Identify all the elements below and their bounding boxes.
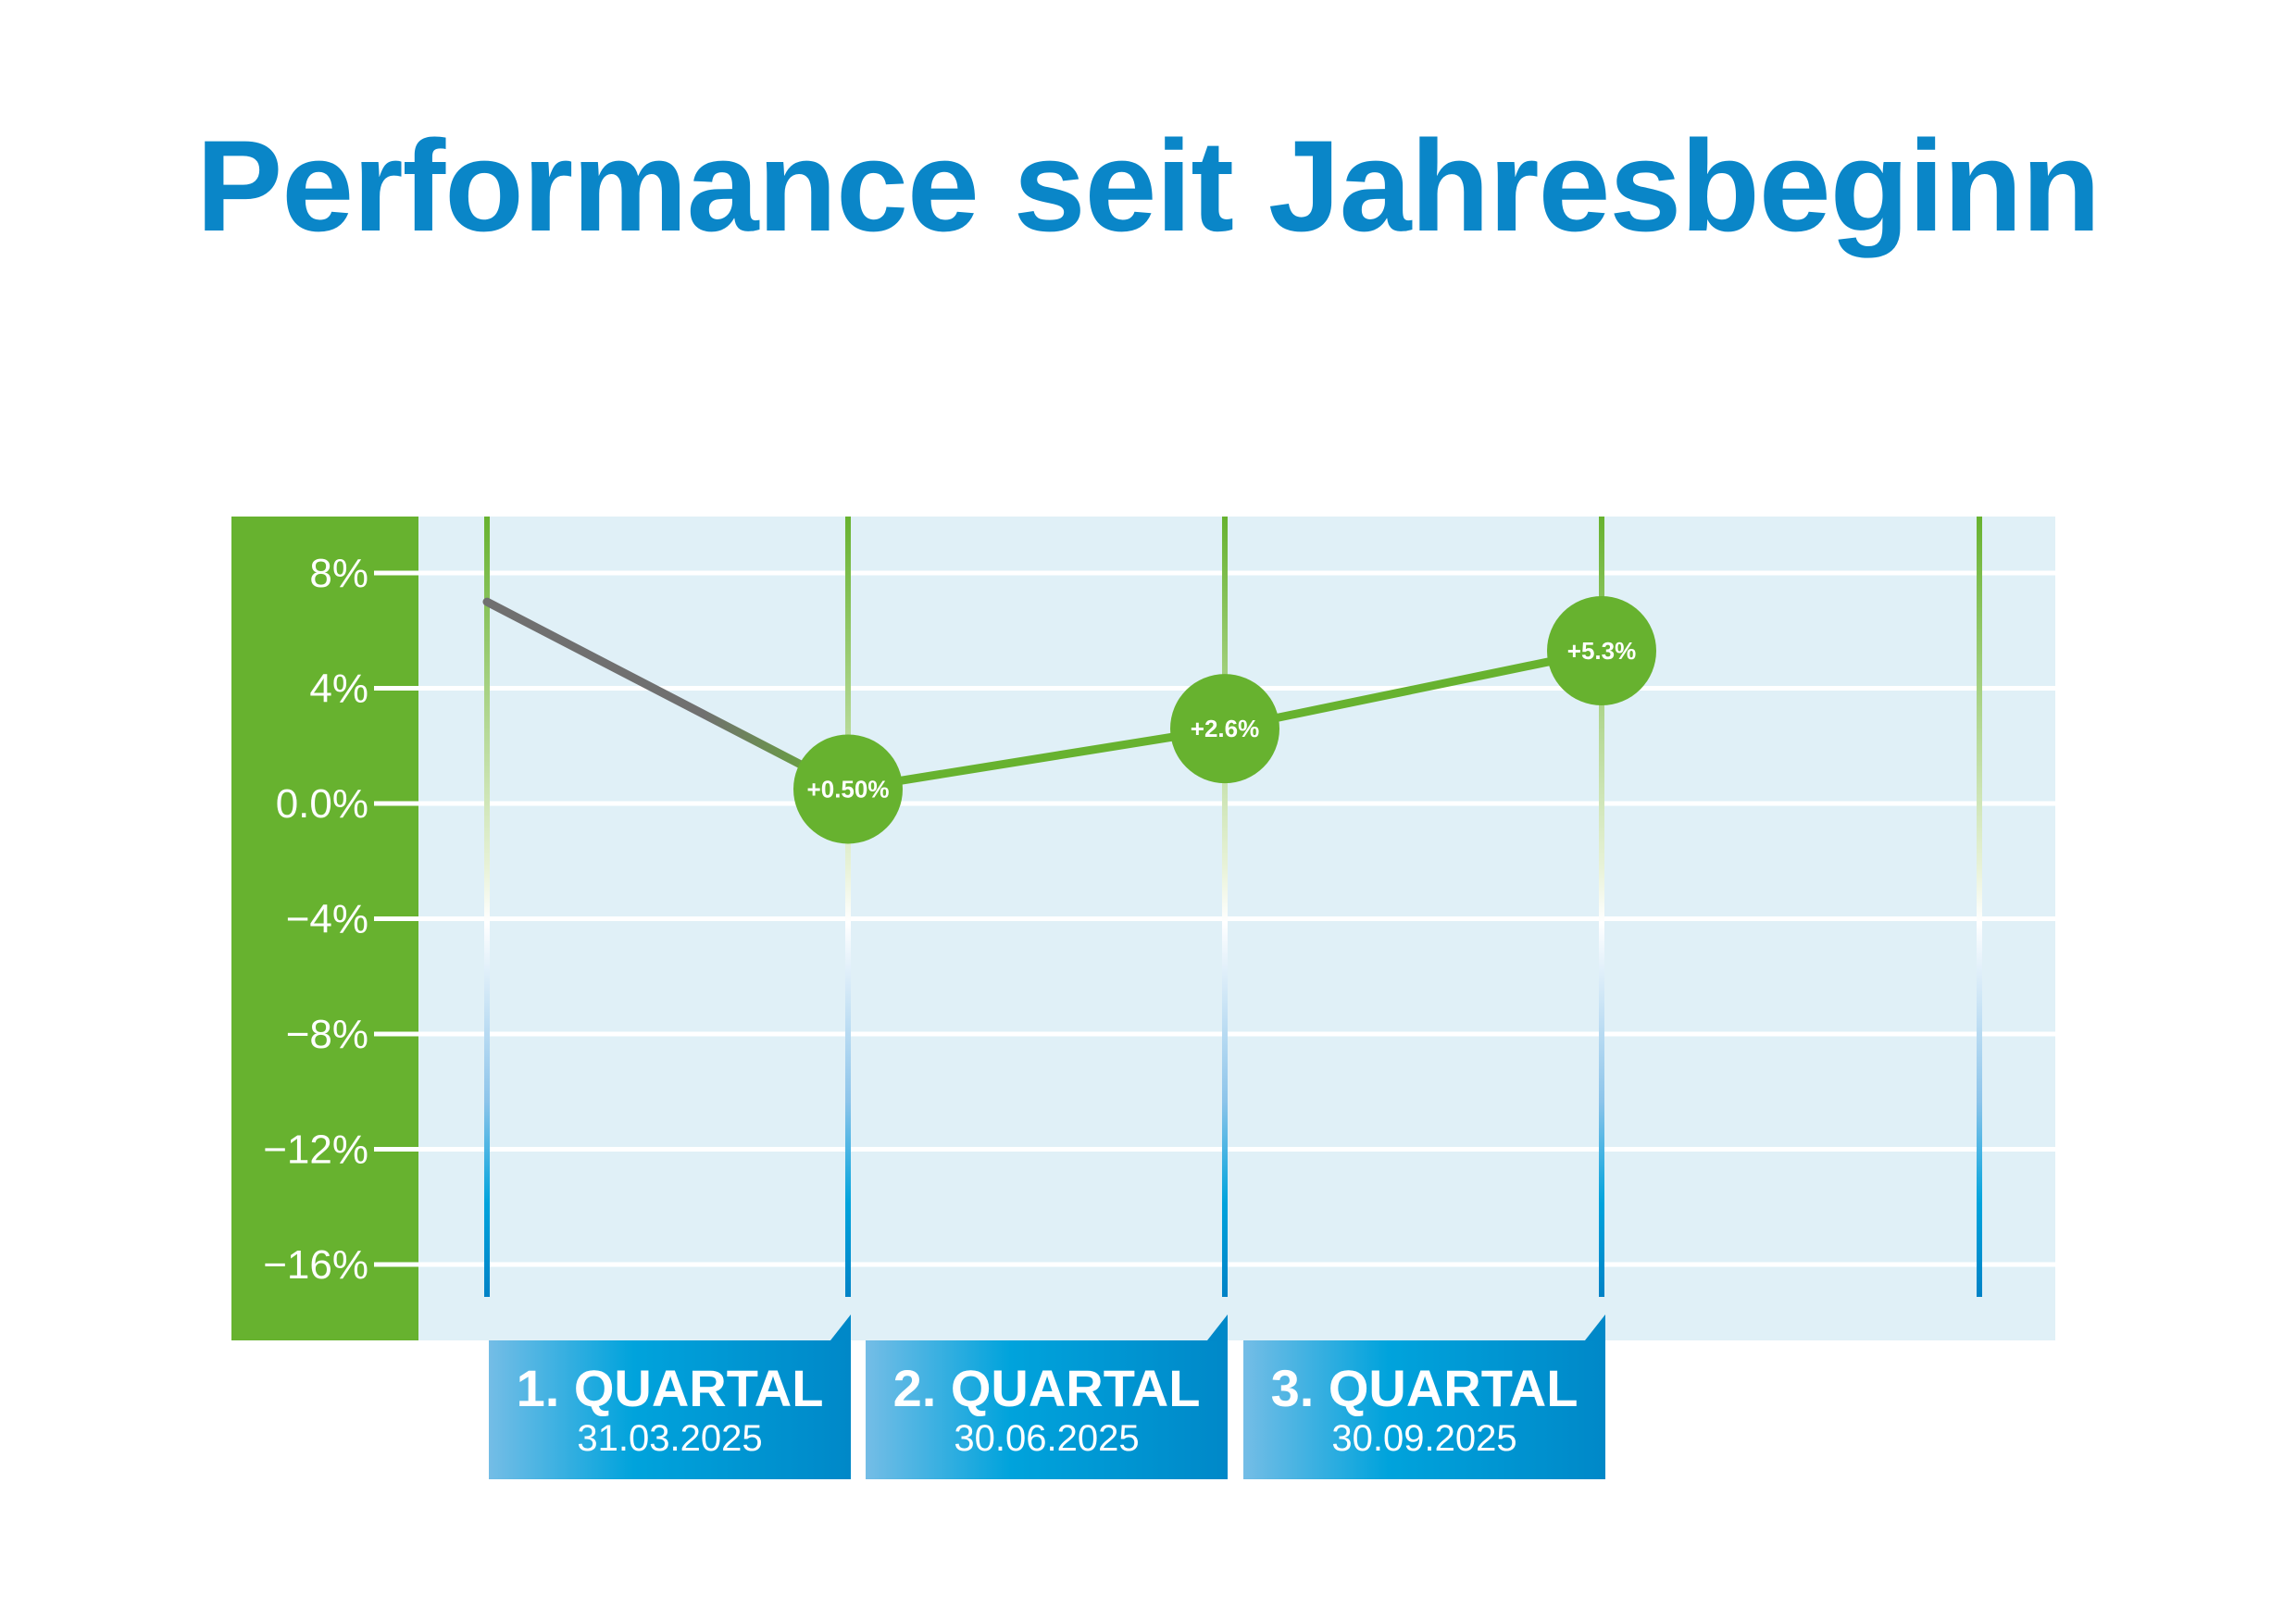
quarter-label-1: 1. QUARTAL 31.03.2025 bbox=[489, 1314, 851, 1479]
line-segment bbox=[1224, 646, 1603, 733]
data-point-marker bbox=[1170, 674, 1279, 784]
y-tick-label: −8% bbox=[286, 1012, 368, 1057]
line-segment bbox=[847, 724, 1226, 793]
data-point-marker bbox=[793, 734, 903, 844]
quarter-divider-line bbox=[1977, 517, 1982, 1297]
quarter-date: 30.06.2025 bbox=[954, 1418, 1140, 1459]
tab-corner bbox=[1585, 1314, 1605, 1340]
chart-title: Performance seit Jahresbeginn bbox=[195, 113, 2101, 258]
quarter-label-2: 2. QUARTAL 30.06.2025 bbox=[866, 1314, 1228, 1479]
line-segment-start bbox=[482, 597, 853, 793]
quarter-divider-line bbox=[1222, 517, 1228, 1297]
quarter-date: 30.09.2025 bbox=[1331, 1418, 1517, 1459]
quarter-name: 3. QUARTAL bbox=[1270, 1359, 1578, 1417]
tab-corner bbox=[830, 1314, 851, 1340]
quarter-divider-line bbox=[845, 517, 851, 1297]
data-label: +5.3% bbox=[1567, 637, 1636, 665]
y-axis-panel bbox=[231, 517, 418, 1340]
plot-background bbox=[418, 517, 2055, 1340]
y-tick-label: 8% bbox=[309, 551, 368, 596]
quarter-divider-line bbox=[1599, 517, 1604, 1297]
tab-corner bbox=[1207, 1314, 1228, 1340]
data-point-marker bbox=[1547, 596, 1656, 706]
data-label: +2.6% bbox=[1191, 715, 1259, 742]
y-tick-label: 4% bbox=[309, 666, 368, 712]
quarter-divider-line bbox=[484, 517, 490, 1297]
data-label: +0.50% bbox=[807, 775, 890, 803]
y-tick-label: −16% bbox=[263, 1242, 368, 1288]
y-tick-label: 0.0% bbox=[276, 781, 368, 827]
y-tick-label: −12% bbox=[263, 1127, 368, 1173]
quarter-label-3: 3. QUARTAL 30.09.2025 bbox=[1243, 1314, 1605, 1479]
quarter-date: 31.03.2025 bbox=[577, 1418, 763, 1459]
quarter-name: 2. QUARTAL bbox=[892, 1359, 1201, 1417]
quarter-name: 1. QUARTAL bbox=[516, 1359, 824, 1417]
y-tick-label: −4% bbox=[286, 897, 368, 942]
